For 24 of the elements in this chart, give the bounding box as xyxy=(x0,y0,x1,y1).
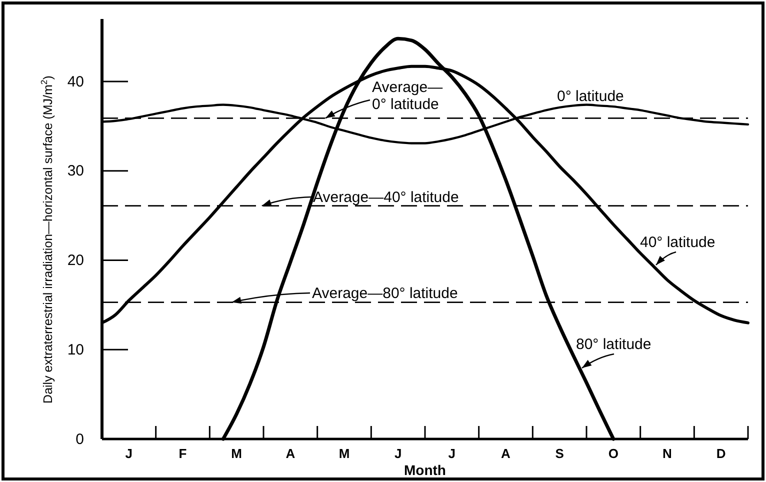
x-tick-label: A xyxy=(501,446,512,461)
x-tick-label: M xyxy=(231,446,242,461)
y-tick-label: 0 xyxy=(76,430,84,448)
x-tick-label: O xyxy=(608,446,618,461)
x-tick-label: F xyxy=(178,446,187,461)
y-tick-label: 30 xyxy=(67,162,84,180)
series-label: 40° latitude xyxy=(640,234,716,251)
x-tick-label: A xyxy=(286,446,296,461)
ref-line-label: Average— 0° latitude xyxy=(372,79,443,113)
x-tick-label: S xyxy=(555,446,564,461)
x-tick-label: J xyxy=(448,446,456,461)
y-tick-label: 40 xyxy=(67,73,84,90)
series-label: 0° latitude xyxy=(557,88,624,105)
x-tick-label: N xyxy=(662,446,672,461)
ref-line-label: Average—40° latitude xyxy=(313,189,459,206)
series-label: 80° latitude xyxy=(576,336,652,353)
x-tick-label: J xyxy=(394,446,402,461)
y-tick-label: 10 xyxy=(67,341,84,358)
x-axis-title: Month xyxy=(404,462,446,478)
x-tick-label: J xyxy=(125,446,133,461)
y-tick-label: 20 xyxy=(67,252,84,270)
x-tick-label: D xyxy=(716,446,726,461)
x-tick-label: M xyxy=(338,446,350,461)
ref-line-label: Average—80° latitude xyxy=(312,285,458,302)
